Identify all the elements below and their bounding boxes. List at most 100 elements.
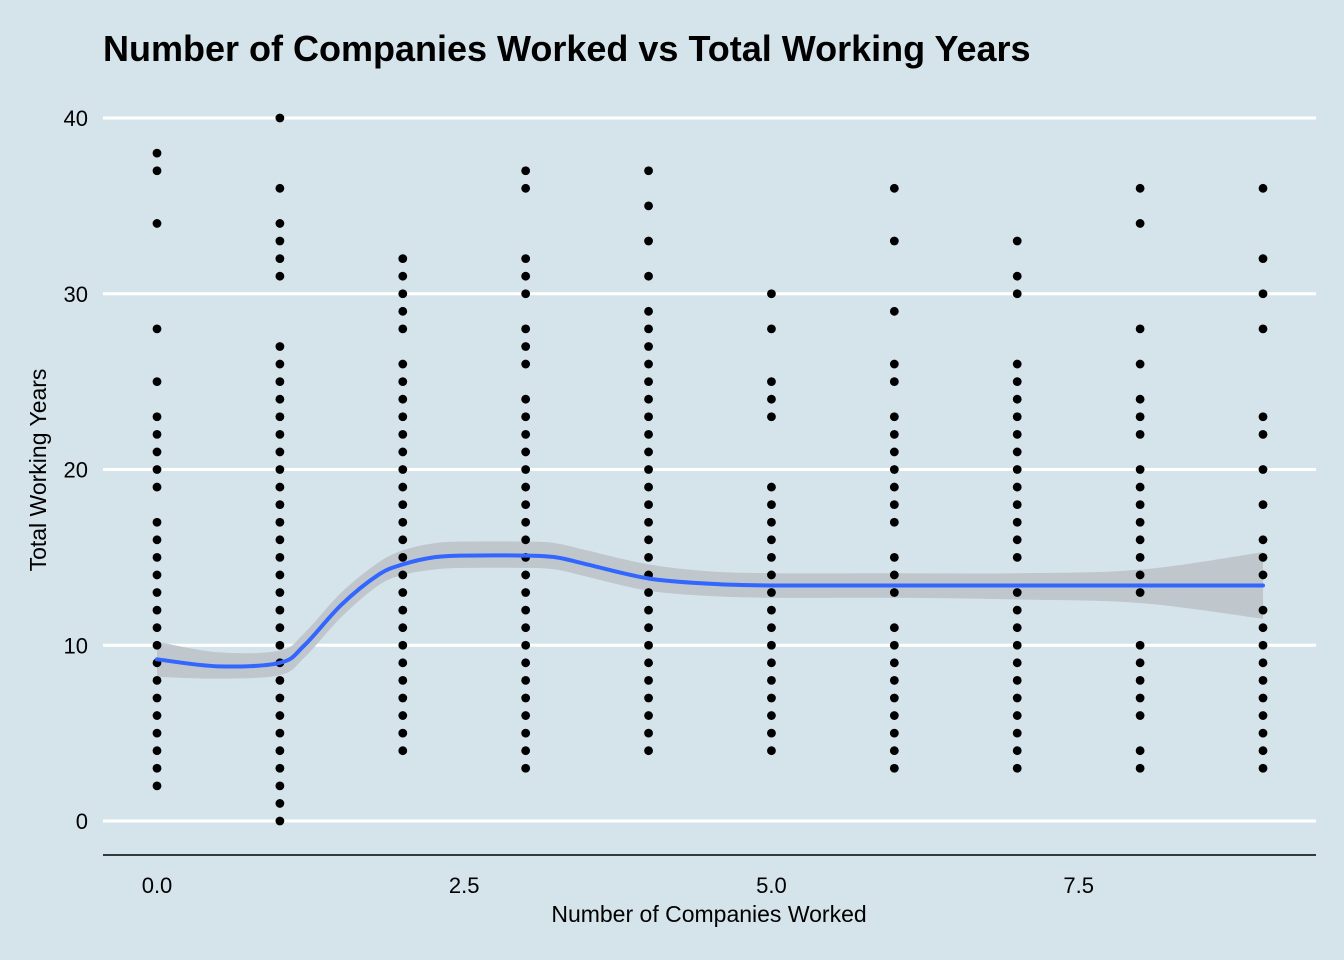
data-point xyxy=(1258,535,1268,545)
data-point xyxy=(275,394,285,404)
data-point xyxy=(152,429,162,439)
data-point xyxy=(521,359,531,369)
data-point xyxy=(275,623,285,633)
data-point xyxy=(275,342,285,351)
data-point xyxy=(275,640,285,650)
data-point xyxy=(1258,711,1268,720)
data-point xyxy=(1012,693,1022,703)
data-point xyxy=(275,781,285,791)
data-point xyxy=(152,746,162,756)
data-point xyxy=(275,711,285,720)
y-tick-label: 40 xyxy=(64,106,88,131)
data-point xyxy=(889,676,899,685)
data-point xyxy=(767,500,776,510)
data-point xyxy=(398,517,408,527)
data-point xyxy=(398,412,408,422)
x-axis-label: Number of Companies Worked xyxy=(551,901,866,927)
data-point xyxy=(1258,429,1268,439)
data-point xyxy=(521,166,531,176)
data-point xyxy=(275,447,285,457)
data-point xyxy=(644,623,653,633)
data-point xyxy=(521,693,531,703)
data-point xyxy=(1012,289,1022,299)
data-point xyxy=(521,412,531,422)
data-point xyxy=(1135,676,1145,685)
data-point xyxy=(1012,500,1022,510)
data-point xyxy=(275,605,285,615)
data-point xyxy=(767,623,776,633)
data-point xyxy=(521,658,531,668)
data-point xyxy=(889,306,899,316)
data-point xyxy=(1258,640,1268,650)
data-point xyxy=(1258,324,1268,334)
data-point xyxy=(398,271,408,281)
data-point xyxy=(1258,728,1268,738)
confidence-band xyxy=(157,541,1263,679)
smooth-line xyxy=(155,553,1265,669)
data-point xyxy=(1258,289,1268,299)
data-point xyxy=(152,640,162,650)
data-point xyxy=(521,517,531,527)
data-point xyxy=(398,676,408,685)
data-point xyxy=(521,482,531,492)
data-point xyxy=(152,711,162,720)
data-point xyxy=(275,763,285,773)
data-point xyxy=(1258,570,1268,580)
data-point xyxy=(398,394,408,404)
data-point xyxy=(521,605,531,615)
data-point xyxy=(889,482,899,492)
data-point xyxy=(767,728,776,738)
data-point xyxy=(275,429,285,439)
data-point xyxy=(1135,693,1145,703)
data-point xyxy=(767,676,776,685)
data-point xyxy=(889,517,899,527)
data-point xyxy=(1012,623,1022,633)
data-point xyxy=(1012,429,1022,439)
data-point xyxy=(521,394,531,404)
data-point xyxy=(152,324,162,334)
data-point xyxy=(521,324,531,334)
data-point xyxy=(644,271,653,281)
data-point xyxy=(398,429,408,439)
data-point xyxy=(521,342,531,351)
tick-labels: 0 10 20 30 40 0.0 2.5 5.0 7.5 xyxy=(64,106,1094,898)
data-point xyxy=(1012,728,1022,738)
data-point xyxy=(152,148,162,158)
data-point xyxy=(398,623,408,633)
data-point xyxy=(152,605,162,615)
data-point xyxy=(1012,605,1022,615)
data-point xyxy=(644,640,653,650)
data-point xyxy=(1012,763,1022,773)
data-point xyxy=(398,447,408,457)
data-point xyxy=(1135,517,1145,527)
data-point xyxy=(1012,271,1022,281)
data-point xyxy=(644,517,653,527)
data-point xyxy=(275,816,285,826)
data-point xyxy=(767,552,776,562)
data-point xyxy=(1135,746,1145,756)
data-point xyxy=(152,570,162,580)
data-point xyxy=(275,377,285,387)
data-point xyxy=(398,552,408,562)
data-point xyxy=(521,183,531,193)
data-point xyxy=(275,552,285,562)
data-point xyxy=(275,254,285,263)
data-point xyxy=(644,676,653,685)
data-point xyxy=(1135,658,1145,668)
data-point xyxy=(644,412,653,422)
data-point xyxy=(521,746,531,756)
data-point xyxy=(644,711,653,720)
data-point xyxy=(398,605,408,615)
data-point xyxy=(398,324,408,334)
data-point xyxy=(521,711,531,720)
data-point xyxy=(889,746,899,756)
data-point xyxy=(644,588,653,597)
y-tick-label: 30 xyxy=(64,282,88,307)
data-point xyxy=(1012,746,1022,756)
data-point xyxy=(1258,658,1268,668)
data-point xyxy=(644,552,653,562)
data-point xyxy=(889,658,899,668)
data-point xyxy=(1012,535,1022,545)
y-axis-label: Total Working Years xyxy=(25,369,51,572)
